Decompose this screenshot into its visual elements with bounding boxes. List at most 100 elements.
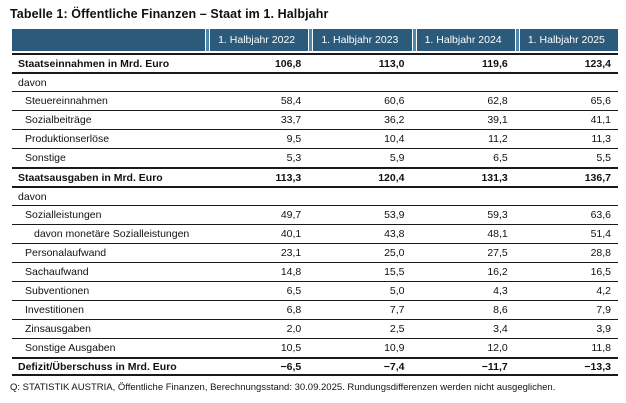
row-value: 6,8 [286, 304, 302, 316]
row-value: 28,8 [590, 247, 611, 259]
row-label: Sonstige Ausgaben [25, 342, 116, 354]
row-value: 2,0 [286, 323, 302, 335]
table-row-staatsausgaben: Staatsausgaben in Mrd. Euro 113,3 120,4 … [12, 167, 618, 186]
table-row-sachaufwand: Sachaufwand 14,8 15,5 16,2 16,5 [12, 262, 618, 281]
table-row-sonstige-einnahmen: Sonstige 5,3 5,9 6,5 5,5 [12, 148, 618, 167]
row-label: Staatsausgaben in Mrd. Euro [18, 171, 163, 184]
row-value: 11,8 [591, 342, 611, 354]
row-value: −6,5 [280, 360, 302, 373]
table-row-sozialleistungen: Sozialleistungen 49,7 53,9 59,3 63,6 [12, 205, 618, 224]
table-row-personalaufwand: Personalaufwand 23,1 25,0 27,5 28,8 [12, 243, 618, 262]
row-value: 36,2 [384, 114, 405, 126]
row-value: 5,3 [286, 152, 302, 164]
row-value: 41,1 [590, 114, 611, 126]
row-value: −7,4 [383, 360, 405, 373]
table-row-zinsausgaben: Zinsausgaben 2,0 2,5 3,4 3,9 [12, 319, 618, 338]
row-value: 4,3 [493, 285, 508, 297]
row-label: Sozialleistungen [25, 209, 102, 221]
row-value: 16,2 [487, 266, 508, 278]
row-value: 33,7 [280, 114, 302, 126]
row-value: 113,3 [275, 171, 302, 184]
row-value: 48,1 [487, 228, 508, 240]
row-value: 11,3 [591, 133, 611, 145]
row-value: 119,6 [482, 57, 508, 70]
row-value: 51,4 [590, 228, 611, 240]
row-value: 11,2 [488, 133, 508, 145]
row-label: Defizit/Überschuss in Mrd. Euro [18, 360, 177, 373]
row-value: 6,5 [493, 152, 508, 164]
row-value: 15,5 [384, 266, 405, 278]
row-value: 39,1 [487, 114, 508, 126]
column-header-empty [12, 29, 205, 51]
row-value: 3,4 [493, 323, 508, 335]
row-value: 49,7 [280, 209, 302, 221]
finance-table: 1. Halbjahr 2022 1. Halbjahr 2023 1. Hal… [12, 29, 618, 376]
row-value: 10,5 [280, 342, 302, 354]
row-value: 8,6 [493, 304, 508, 316]
source-footnote: Q: STATISTIK AUSTRIA, Öffentliche Finanz… [10, 382, 556, 393]
table-title: Tabelle 1: Öffentliche Finanzen – Staat … [10, 7, 329, 21]
row-value: 27,5 [487, 247, 508, 259]
table-row-davon-einnahmen: davon [12, 72, 618, 91]
row-value: 4,2 [596, 285, 611, 297]
table-row-subventionen: Subventionen 6,5 5,0 4,3 4,2 [12, 281, 618, 300]
row-value: 123,4 [584, 57, 611, 70]
row-value: 7,9 [596, 304, 611, 316]
row-value: 23,1 [280, 247, 302, 259]
row-label: Staatseinnahmen in Mrd. Euro [18, 57, 170, 70]
table-row-monetaere-sozialleistungen: davon monetäre Sozialleistungen 40,1 43,… [12, 224, 618, 243]
row-value: 120,4 [378, 171, 405, 184]
row-value: 5,0 [389, 285, 405, 297]
row-label: davon [18, 76, 47, 89]
row-value: 9,5 [286, 133, 302, 145]
row-value: 60,6 [384, 95, 405, 107]
row-label: Sachaufwand [25, 266, 89, 278]
row-value: 53,9 [384, 209, 405, 221]
row-value: 63,6 [590, 209, 611, 221]
row-value: 12,0 [487, 342, 508, 354]
row-value: 7,7 [389, 304, 405, 316]
row-label: Sozialbeiträge [25, 114, 92, 126]
row-value: 10,4 [384, 133, 405, 145]
row-value: 62,8 [487, 95, 508, 107]
row-value: 65,6 [590, 95, 611, 107]
table-row-davon-ausgaben: davon [12, 186, 618, 205]
row-value: 5,5 [596, 152, 611, 164]
row-value: 113,0 [378, 57, 405, 70]
row-value: 131,3 [481, 171, 508, 184]
row-value: 106,8 [274, 57, 302, 70]
row-value: 43,8 [384, 228, 405, 240]
row-label: davon monetäre Sozialleistungen [34, 228, 190, 240]
row-label: Personalaufwand [25, 247, 107, 259]
table-row-defizit-ueberschuss: Defizit/Überschuss in Mrd. Euro −6,5 −7,… [12, 357, 618, 376]
row-label: Investitionen [25, 304, 84, 316]
row-label: Steuereinnahmen [25, 95, 108, 107]
row-value: 16,5 [590, 266, 611, 278]
column-header-2025: 1. Halbjahr 2025 [514, 29, 618, 51]
row-value: 25,0 [384, 247, 405, 259]
column-header-2022: 1. Halbjahr 2022 [205, 29, 308, 51]
row-label: Produktionserlöse [25, 133, 110, 145]
row-value: 136,7 [584, 171, 611, 184]
table-row-staatseinnahmen: Staatseinnahmen in Mrd. Euro 106,8 113,0… [12, 53, 618, 72]
row-value: 59,3 [487, 209, 508, 221]
page: Tabelle 1: Öffentliche Finanzen – Staat … [10, 7, 618, 393]
column-header-2024: 1. Halbjahr 2024 [411, 29, 515, 51]
row-value: 5,9 [389, 152, 405, 164]
column-header-2023: 1. Halbjahr 2023 [308, 29, 411, 51]
table-header-row: 1. Halbjahr 2022 1. Halbjahr 2023 1. Hal… [12, 29, 618, 51]
row-value: 3,9 [596, 323, 611, 335]
row-value: 14,8 [280, 266, 302, 278]
row-value: 2,5 [389, 323, 405, 335]
row-label: davon [18, 190, 47, 203]
row-label: Zinsausgaben [25, 323, 91, 335]
table-row-investitionen: Investitionen 6,8 7,7 8,6 7,9 [12, 300, 618, 319]
row-value: 58,4 [280, 95, 302, 107]
row-value: 10,9 [384, 342, 405, 354]
row-value: 40,1 [280, 228, 302, 240]
table-row-produktionserloese: Produktionserlöse 9,5 10,4 11,2 11,3 [12, 129, 618, 148]
row-label: Subventionen [25, 285, 90, 297]
row-label: Sonstige [25, 152, 66, 164]
row-value: −13,3 [584, 360, 611, 373]
table-row-steuereinnahmen: Steuereinnahmen 58,4 60,6 62,8 65,6 [12, 91, 618, 110]
